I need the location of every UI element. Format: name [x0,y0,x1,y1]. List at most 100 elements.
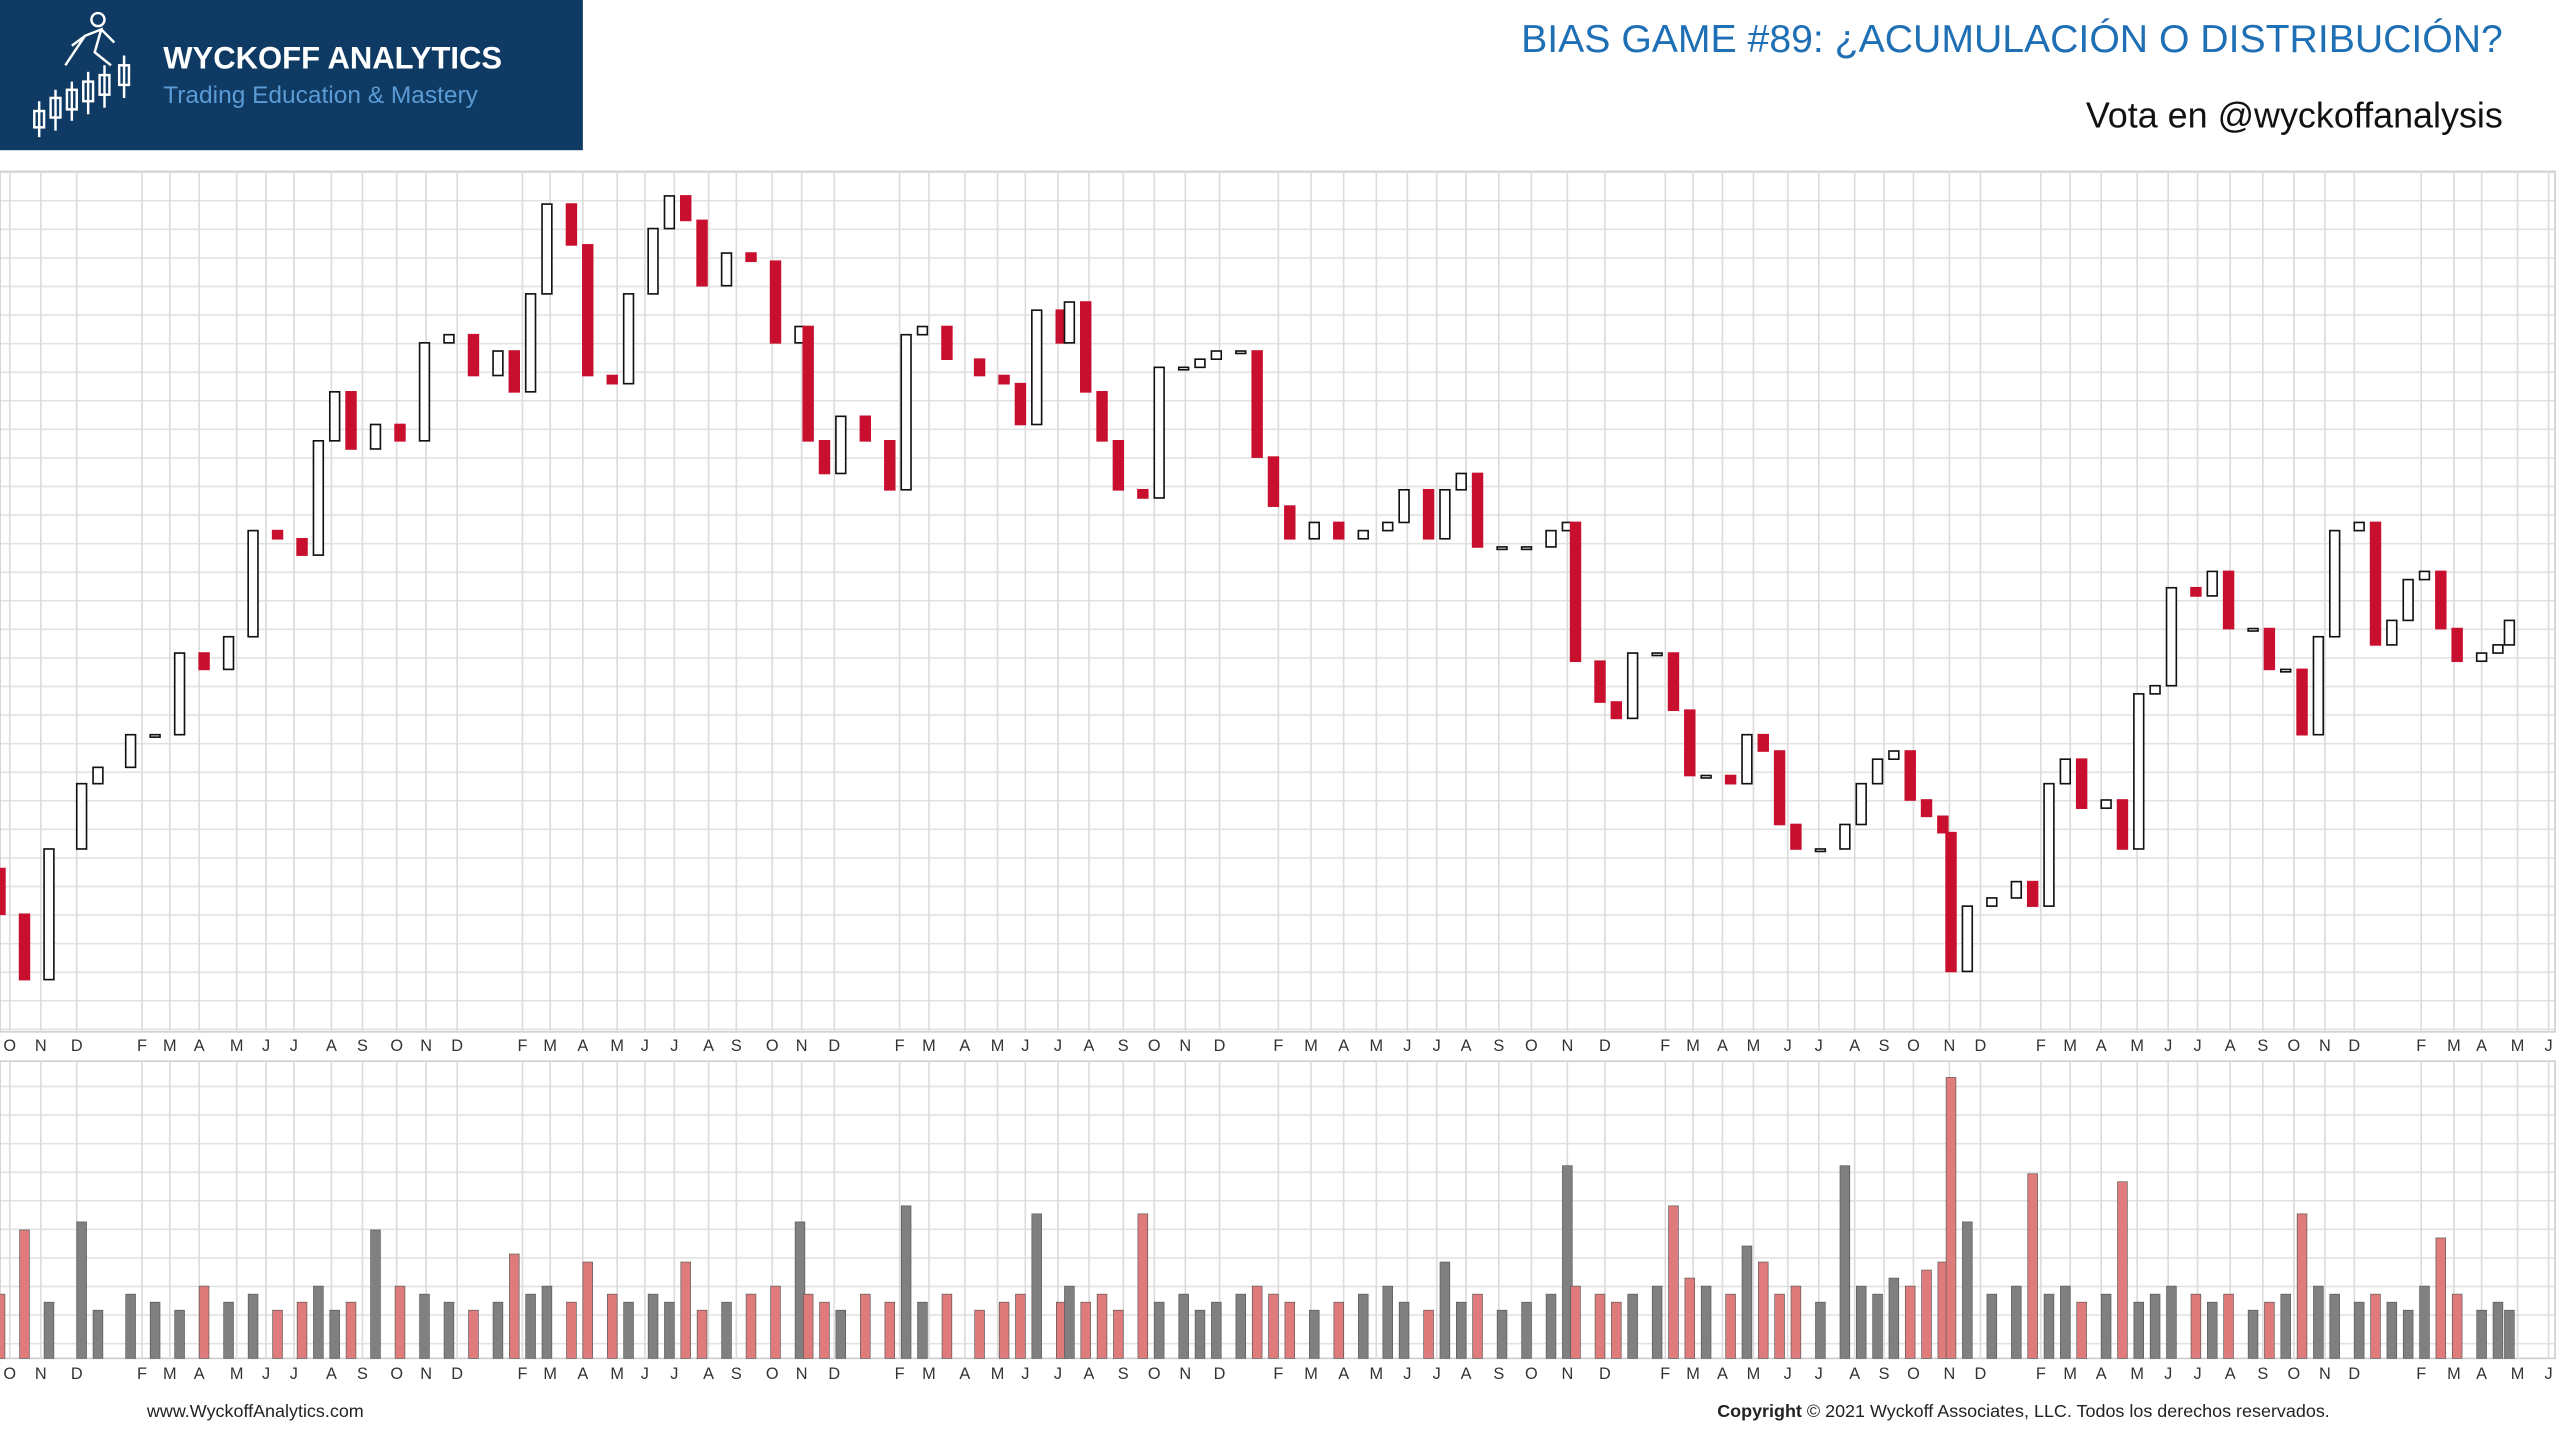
volume-bar [247,1293,259,1359]
x-tick-label: N [1943,1365,1955,1383]
x-tick-label: A [2476,1365,2487,1383]
candle-body [1153,366,1165,499]
x-tick-label: J [1403,1037,1411,1055]
volume-bar [1700,1285,1712,1359]
candle-body [622,293,635,385]
volume-bar [2149,1293,2161,1359]
x-tick-label: J [1021,1365,1029,1383]
x-tick-label: M [991,1037,1005,1055]
volume-bar [1031,1213,1042,1359]
candle-body [92,766,104,785]
x-tick-label: F [2416,1365,2426,1383]
x-tick-label: J [670,1037,678,1055]
candle-body [1937,815,1949,834]
x-tick-label: F [895,1365,905,1383]
x-tick-label: O [2288,1365,2301,1383]
candle-body [998,374,1010,385]
x-tick-label: A [1084,1037,1095,1055]
x-tick-label: O [3,1365,16,1383]
x-tick-label: D [2348,1037,2360,1055]
candle-body [443,333,455,344]
candle-body [418,342,431,442]
candle-body [1594,660,1606,703]
candle-body [1610,701,1623,720]
candle-body [745,252,757,263]
x-tick-label: J [1784,1037,1792,1055]
x-tick-label: M [2511,1037,2525,1055]
candle-body [1651,652,1663,657]
volume-bar [917,1301,928,1359]
candle-body [900,333,912,491]
volume-bar [607,1293,618,1359]
x-tick-label: J [1403,1365,1411,1383]
volume-bar [1398,1301,1410,1359]
candle-body [173,652,186,736]
volume-bar [1439,1261,1451,1359]
volume-bar [770,1285,781,1359]
volume-bar [566,1301,577,1359]
x-tick-label: M [1370,1365,1384,1383]
candle-body [1986,897,1998,907]
volume-bar [1651,1285,1663,1359]
x-tick-label: F [137,1037,147,1055]
candle-body [973,358,986,377]
volume-bar [2117,1181,2128,1359]
volume-bar [664,1301,675,1359]
x-tick-label: M [1304,1365,1318,1383]
candle-body [2222,570,2235,630]
x-tick-label: J [641,1037,649,1055]
x-tick-label: A [2225,1037,2236,1055]
x-tick-label: M [1304,1037,1318,1055]
x-tick-label: J [262,1365,270,1383]
x-tick-label: A [326,1365,337,1383]
candle-body [2247,627,2259,632]
website: www.WyckoffAnalytics.com [146,1401,364,1421]
x-tick-label: N [1561,1037,1573,1055]
candle-body [1031,309,1043,426]
volume-bar [1962,1221,1973,1359]
x-tick-label: D [2348,1365,2360,1383]
x-tick-label: M [610,1037,624,1055]
volume-bar [394,1285,406,1359]
volume-bar [1521,1301,1532,1359]
volume-bar [623,1301,634,1359]
candle-body [818,440,831,475]
volume-bar [296,1301,308,1359]
candle-body [1080,301,1092,393]
volume-bar [43,1301,55,1359]
volume-bar [2353,1301,2365,1359]
x-tick-label: M [2130,1037,2144,1055]
volume-bar [1545,1293,1557,1359]
volume-bar [1309,1309,1320,1359]
candle-body [1569,521,1582,663]
x-tick-label: O [1148,1365,1161,1383]
x-tick-label: M [1686,1037,1700,1055]
volume-bar [974,1309,985,1359]
volume-bar [541,1285,553,1359]
candle-body [884,440,896,491]
volume-bar [1904,1285,1916,1359]
x-tick-label: F [2036,1037,2046,1055]
x-tick-label: S [2257,1037,2268,1055]
volume-bar [1251,1285,1263,1359]
candle-body [696,219,708,287]
x-tick-label: M [1747,1365,1761,1383]
candle-body [1757,733,1769,752]
x-tick-label: N [1561,1365,1573,1383]
volume-bar [223,1301,234,1359]
volume-bar [1741,1245,1753,1359]
x-tick-label: A [1849,1037,1860,1055]
x-tick-label: M [2447,1037,2461,1055]
volume-bar [1839,1165,1851,1359]
x-tick-label: A [194,1365,205,1383]
volume-bar [149,1301,161,1359]
x-tick-label: S [1879,1365,1890,1383]
volume-bar [272,1309,283,1359]
volume-bar [2280,1293,2291,1359]
x-tick-label: M [1686,1365,1700,1383]
candle-body [1398,488,1410,524]
x-tick-label: N [35,1037,47,1055]
x-tick-label: F [895,1037,905,1055]
